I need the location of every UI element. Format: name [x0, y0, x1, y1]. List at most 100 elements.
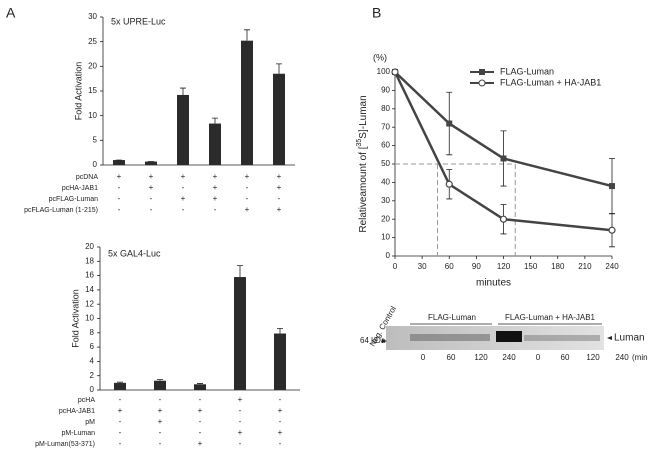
y-tick-label: 5 [93, 135, 98, 144]
row-sign: - [119, 439, 122, 448]
row-sign: + [198, 406, 203, 415]
blot-label: FLAG-Luman + HA-JAB1 [505, 313, 596, 322]
bar [113, 160, 125, 165]
row-sign: + [149, 183, 154, 192]
row-sign: - [279, 395, 282, 404]
y-tick-label: 18 [85, 256, 94, 265]
western-blot: Neg. Control FLAG-Luman FLAG-Luman + HA-… [360, 304, 645, 350]
x-tick-label: 0 [393, 262, 398, 271]
row-sign: - [199, 428, 202, 437]
y-tick-label: 10 [88, 111, 97, 120]
row-sign: - [150, 194, 153, 203]
error-bar [276, 63, 282, 74]
error-bar [157, 379, 163, 381]
row-sign: + [277, 183, 282, 192]
legend-marker [478, 79, 486, 87]
panel-label: B [372, 5, 381, 21]
row-sign: - [118, 183, 121, 192]
chart-title: 5x GAL4-Luc [108, 248, 161, 258]
y-unit: (%) [373, 52, 387, 62]
row-label: pcHA-JAB1 [62, 185, 98, 192]
row-label: pM [85, 419, 95, 426]
legend-marker [479, 69, 485, 75]
row-sign: - [182, 205, 185, 214]
y-tick-label: 0 [386, 251, 391, 260]
row-sign: - [199, 395, 202, 404]
y-tick-label: 100 [377, 67, 391, 76]
marker [499, 215, 508, 223]
y-axis-label-part: S]-Luman [358, 95, 369, 138]
y-axis-label-part: Relativeamount of [ [358, 146, 369, 232]
y-axis-label: Fold Activation [73, 62, 83, 121]
row-sign: + [158, 406, 163, 415]
y-tick-label: 15 [88, 86, 97, 95]
row-sign: + [118, 406, 123, 415]
error-bar [277, 328, 283, 334]
y-tick-label: 2 [90, 371, 95, 380]
row-sign: - [199, 417, 202, 426]
x-tick-label: 180 [551, 262, 565, 271]
lane-label: 60 [447, 353, 456, 362]
marker [391, 68, 399, 76]
y-tick-label: 10 [85, 314, 94, 323]
row-label: pcDNA [76, 174, 99, 181]
x-tick-label: 210 [578, 262, 592, 271]
blot-band [524, 335, 600, 341]
row-label: pcHA-JAB1 [59, 408, 95, 415]
row-label: pcHA [78, 397, 95, 404]
row-sign: + [158, 417, 163, 426]
y-tick-label: 80 [381, 104, 390, 113]
row-sign: - [239, 439, 242, 448]
y-tick-label: 90 [381, 86, 390, 95]
row-sign: + [277, 205, 282, 214]
legend-label: FLAG-Luman [500, 66, 554, 76]
marker [500, 155, 507, 162]
x-tick-label: 150 [524, 262, 538, 271]
row-sign: - [279, 417, 282, 426]
row-sign: + [117, 172, 122, 181]
blot-label: Luman [614, 333, 645, 344]
row-sign: - [119, 417, 122, 426]
y-tick-label: 0 [93, 160, 98, 169]
y-tick-label: 14 [85, 285, 94, 294]
y-tick-label: 10 [381, 233, 390, 242]
x-tick-label: 30 [418, 262, 427, 271]
row-sign: + [238, 428, 243, 437]
series-line [394, 71, 613, 188]
row-label: pM-Luman [62, 430, 96, 437]
row-label: pcFLAG-Luman [49, 196, 99, 203]
bar [273, 73, 285, 165]
bar [145, 161, 157, 165]
marker [446, 120, 453, 127]
y-tick-label: 16 [85, 271, 94, 280]
y-tick-label: 0 [90, 385, 95, 394]
arrow [382, 339, 387, 343]
row-sign: - [246, 194, 249, 203]
x-axis-label: minutes [476, 278, 511, 289]
row-label: pM-Luman(53-371) [35, 441, 95, 448]
x-tick-label: 120 [497, 262, 511, 271]
row-sign: + [278, 428, 283, 437]
row-sign: + [245, 205, 250, 214]
row-sign: - [246, 183, 249, 192]
row-sign: + [213, 194, 218, 203]
y-tick-label: 20 [381, 214, 390, 223]
panel-label: A [6, 5, 16, 21]
x-tick-label: 60 [445, 262, 454, 271]
row-sign: - [119, 395, 122, 404]
lane-label: 120 [474, 353, 488, 362]
row-sign: - [118, 194, 121, 203]
row-sign: - [159, 395, 162, 404]
y-tick-label: 60 [381, 141, 390, 150]
y-tick-label: 6 [90, 342, 95, 351]
bar [274, 333, 286, 390]
error-bar [244, 29, 250, 41]
marker [609, 183, 615, 190]
y-tick-label: 40 [381, 178, 390, 187]
row-sign: + [213, 172, 218, 181]
error-bar [180, 87, 186, 95]
lane-label: 0 [536, 353, 541, 362]
row-sign: - [182, 183, 185, 192]
row-sign: + [149, 172, 154, 181]
